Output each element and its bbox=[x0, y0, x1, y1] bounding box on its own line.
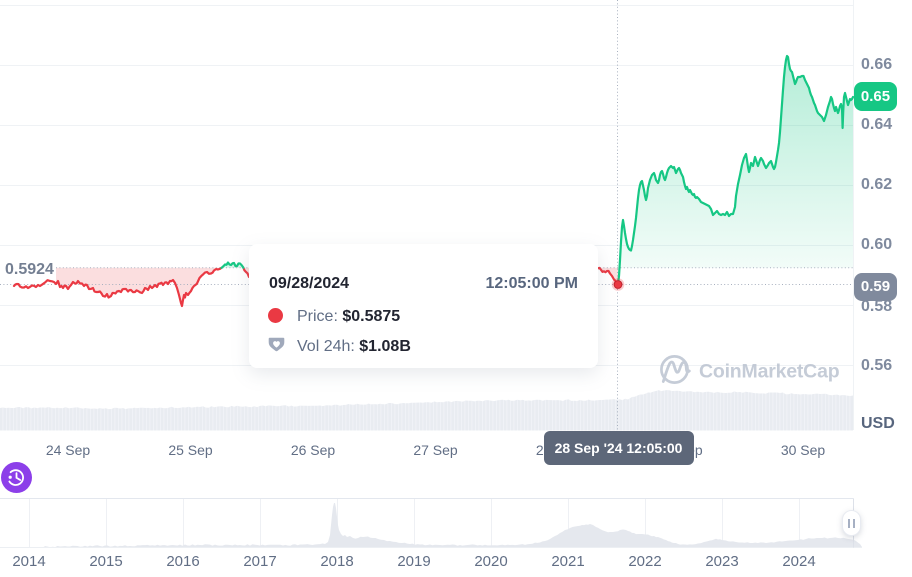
svg-text:CoinMarketCap: CoinMarketCap bbox=[699, 361, 840, 383]
